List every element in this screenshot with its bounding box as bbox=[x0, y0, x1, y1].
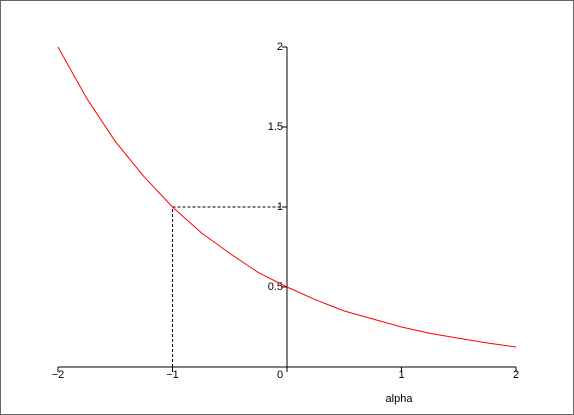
x-tick-label: −1 bbox=[166, 369, 179, 381]
x-tick-label: 1 bbox=[398, 369, 404, 381]
x-tick-label: 0 bbox=[277, 369, 283, 381]
y-tick-label: 1.5 bbox=[268, 121, 283, 133]
x-tick-label: −2 bbox=[52, 369, 65, 381]
x-tick-label: 2 bbox=[513, 369, 519, 381]
curve bbox=[57, 46, 517, 348]
y-tick-label: 0.5 bbox=[268, 281, 283, 293]
y-tick-label: 2 bbox=[277, 41, 283, 53]
x-axis-label: alpha bbox=[386, 393, 414, 405]
